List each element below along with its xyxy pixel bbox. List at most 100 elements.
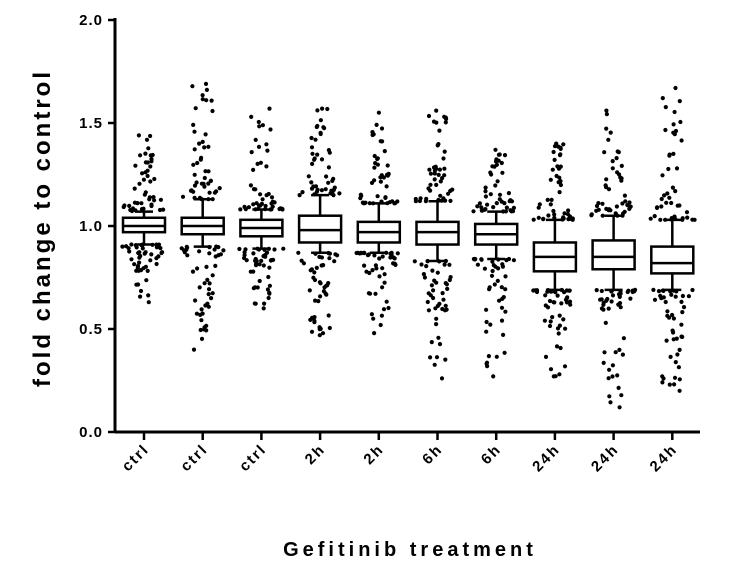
data-point [610, 363, 616, 368]
data-point [315, 152, 320, 157]
data-point [436, 142, 441, 147]
data-point [143, 264, 148, 269]
data-point [266, 295, 271, 301]
x-axis-title: Gefitinib treatment [283, 539, 537, 561]
data-point [509, 209, 514, 214]
data-point [189, 188, 194, 193]
data-point [617, 405, 622, 410]
data-point [198, 157, 203, 162]
iqr-box [591, 239, 636, 271]
data-point [379, 313, 384, 318]
data-point [675, 352, 680, 357]
data-point [594, 288, 599, 293]
data-point [212, 247, 217, 252]
data-point [669, 200, 674, 206]
data-point [666, 166, 671, 172]
data-point [382, 149, 387, 154]
data-point [267, 106, 272, 111]
x-tick-label: ctrl [236, 441, 270, 475]
data-point [677, 377, 682, 382]
data-point [484, 360, 490, 365]
data-point [492, 282, 497, 287]
data-point [179, 246, 184, 251]
data-point [190, 84, 195, 89]
data-point [332, 259, 337, 264]
data-point [197, 141, 202, 146]
data-point [479, 257, 484, 262]
data-point [547, 298, 553, 304]
data-point [662, 193, 667, 198]
x-tick-label: 6h [478, 441, 505, 468]
data-point [606, 306, 611, 311]
data-point [660, 96, 665, 101]
data-point [608, 208, 613, 213]
data-point [477, 201, 482, 206]
data-point [280, 207, 285, 212]
data-point [550, 167, 555, 172]
data-point [677, 99, 682, 104]
data-point [333, 252, 338, 257]
data-point [242, 204, 247, 209]
data-point [319, 157, 325, 162]
data-point [204, 98, 209, 103]
data-point [472, 257, 477, 262]
data-point [488, 192, 493, 197]
data-point [603, 183, 608, 188]
data-point [692, 217, 697, 222]
data-point [663, 127, 668, 133]
data-point [690, 287, 695, 293]
data-point [589, 213, 594, 218]
data-point [309, 145, 315, 150]
data-point [248, 183, 253, 188]
data-point [610, 293, 616, 298]
data-point [389, 251, 394, 256]
data-point [671, 122, 676, 127]
data-point [661, 295, 666, 300]
data-point [651, 287, 656, 292]
data-point [552, 157, 557, 162]
data-point [375, 156, 380, 162]
data-point [265, 287, 270, 292]
data-point [198, 327, 203, 333]
data-point [437, 128, 442, 133]
box-group [237, 106, 286, 311]
data-point [390, 199, 395, 204]
data-point [199, 336, 205, 341]
data-point [372, 153, 377, 159]
data-point [487, 287, 492, 292]
data-point [202, 145, 207, 150]
data-point [262, 301, 267, 306]
data-point [146, 300, 151, 305]
data-point [566, 208, 571, 213]
data-point [565, 212, 571, 217]
data-point [669, 292, 674, 297]
data-point [444, 116, 449, 122]
box-group [179, 81, 226, 352]
data-point [139, 201, 144, 206]
data-point [558, 152, 563, 157]
data-point [194, 311, 199, 316]
data-point [413, 199, 418, 204]
data-point [202, 327, 207, 332]
data-point [552, 212, 557, 217]
data-point [255, 285, 260, 290]
data-point [617, 301, 623, 306]
data-point [210, 291, 215, 296]
data-point [482, 266, 487, 271]
data-point [256, 144, 262, 149]
data-point [434, 355, 440, 360]
data-point [547, 323, 553, 329]
data-point [551, 208, 556, 214]
data-point [442, 262, 447, 267]
data-point [673, 294, 678, 299]
data-point [628, 204, 633, 209]
data-point [543, 354, 549, 359]
data-point [214, 189, 219, 194]
data-point [320, 331, 326, 336]
data-point [652, 297, 658, 302]
data-point [378, 179, 383, 184]
data-point [618, 291, 623, 296]
data-point [374, 122, 379, 127]
data-point [372, 331, 377, 336]
data-point [599, 306, 605, 311]
